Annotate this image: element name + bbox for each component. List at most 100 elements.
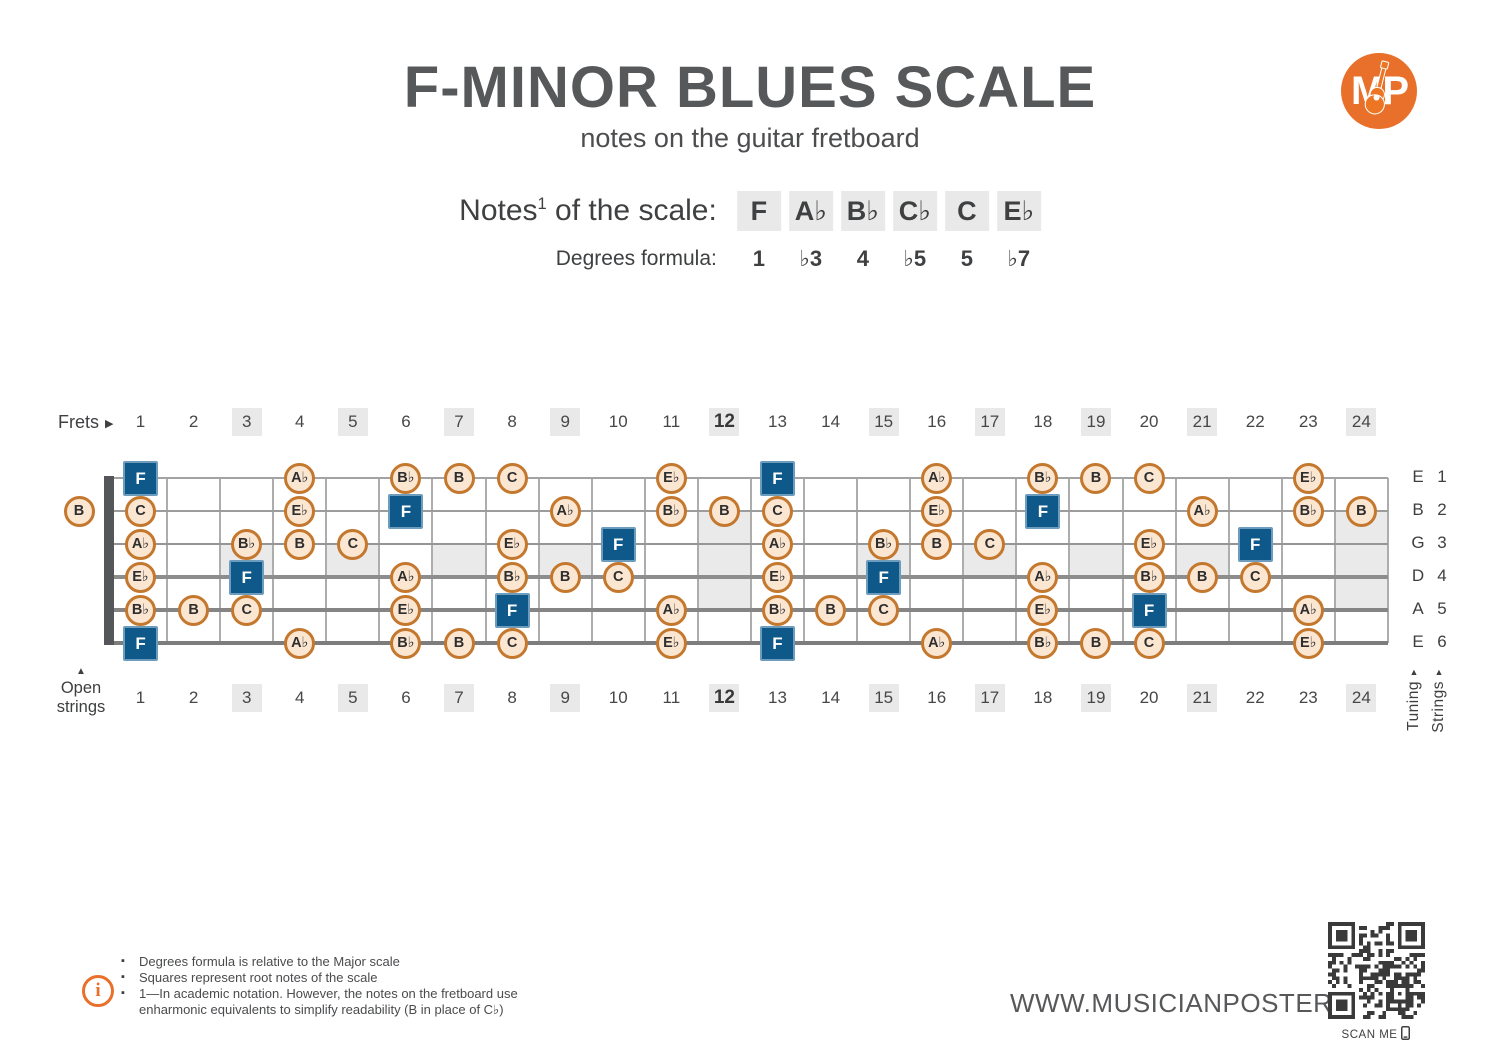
fret-wire — [272, 478, 275, 643]
note-marker: B♭ — [496, 561, 528, 593]
root-note-marker: F — [600, 526, 636, 562]
note-marker: E♭ — [1027, 594, 1059, 626]
fret-number: 8 — [507, 412, 517, 431]
note-marker: B♭ — [390, 627, 422, 659]
footnotes-list: Degrees formula is relative to the Major… — [120, 954, 532, 1018]
root-note-marker: F — [1131, 592, 1167, 628]
fret-number: 24 — [1346, 408, 1377, 436]
fret-number: 13 — [768, 412, 787, 431]
fret-number: 19 — [1080, 408, 1111, 436]
fret-wire — [643, 478, 646, 643]
fret-wire — [909, 478, 912, 643]
note-marker: C — [231, 594, 263, 626]
fret-wire — [325, 478, 328, 643]
website-url: WWW.MUSICIANPOSTER.COM — [1010, 988, 1403, 1018]
fret-wire — [1174, 478, 1177, 643]
note-marker: A♭ — [1186, 495, 1218, 527]
note-marker: E♭ — [390, 594, 422, 626]
fret-wire — [431, 478, 434, 643]
fret-wire — [1333, 478, 1336, 643]
fret-number: 5 — [337, 408, 368, 436]
fret-number: 1 — [135, 688, 146, 707]
note-marker: B♭ — [1133, 561, 1165, 593]
string-tuning-label: G — [1411, 533, 1425, 552]
fret-number: 5 — [337, 684, 368, 712]
fret-wire — [378, 478, 381, 643]
note-marker: C — [1239, 561, 1271, 593]
fret-inlay — [1069, 544, 1123, 577]
right-arrow-icon: ▶ — [105, 418, 114, 430]
note-marker: C — [337, 528, 369, 560]
phone-icon — [1401, 1026, 1411, 1040]
fret-number: 9 — [550, 408, 581, 436]
string-line — [114, 575, 1388, 579]
fret-number: 16 — [927, 688, 947, 707]
fret-wire — [219, 478, 222, 643]
qr-code — [1328, 922, 1425, 1019]
string-tuning-label: D — [1411, 566, 1425, 585]
fret-number: 2 — [188, 412, 199, 431]
note-marker: B — [1345, 495, 1377, 527]
fret-wire — [1068, 478, 1071, 643]
note-marker: B♭ — [125, 594, 157, 626]
root-note-marker: F — [123, 625, 159, 661]
degree-value: ♭7 — [1007, 246, 1031, 271]
fret-number: 17 — [974, 408, 1005, 436]
note-marker: A♭ — [390, 561, 422, 593]
fret-number: 18 — [1033, 688, 1053, 707]
note-marker: E♭ — [762, 561, 793, 593]
fret-inlay-double — [1334, 511, 1388, 610]
fret-number: 15 — [868, 684, 899, 712]
string-line — [114, 640, 1388, 646]
fret-number: 22 — [1245, 412, 1265, 431]
string-tuning-label: E — [1412, 632, 1424, 651]
footnote: 1—In academic notation. However, the not… — [120, 986, 532, 1017]
note-marker: B♭ — [655, 495, 687, 527]
note-marker: A♭ — [921, 627, 953, 659]
up-arrow-icon: ▲ — [76, 666, 86, 677]
note-marker: E♭ — [284, 495, 316, 527]
note-marker: B — [708, 495, 740, 527]
scan-me-label: SCAN ME — [1320, 1026, 1432, 1041]
note-marker: A♭ — [1292, 594, 1324, 626]
degree-value: 5 — [960, 246, 973, 271]
fret-number: 7 — [444, 408, 475, 436]
fret-number: 7 — [444, 684, 475, 712]
fret-number: 10 — [608, 412, 628, 431]
root-note-marker: F — [123, 460, 159, 496]
note-marker: B♭ — [231, 528, 263, 560]
note-marker: E♭ — [125, 561, 157, 593]
note-marker: E♭ — [655, 462, 687, 494]
open-strings-label: ▲ Open strings — [36, 665, 126, 717]
degree-value: 4 — [856, 246, 869, 271]
info-icon: i — [82, 975, 114, 1007]
fret-number: 6 — [401, 412, 411, 431]
string-number-label: 3 — [1437, 533, 1447, 552]
string-tuning-label: B — [1412, 500, 1424, 519]
scale-note-box: B♭ — [840, 191, 885, 231]
root-note-marker: F — [760, 460, 795, 496]
fret-number: 15 — [868, 408, 899, 436]
fret-number: 9 — [550, 684, 581, 712]
note-marker: A♭ — [655, 594, 687, 626]
root-note-marker: F — [866, 559, 902, 595]
fret-number: 23 — [1298, 412, 1318, 431]
note-marker: A♭ — [125, 528, 157, 560]
note-marker: B — [443, 627, 475, 659]
fret-number: 4 — [295, 412, 305, 431]
fret-wire — [484, 478, 487, 643]
string-line — [114, 608, 1388, 612]
note-marker: B — [443, 462, 475, 494]
note-marker: B — [815, 594, 847, 626]
note-marker: E♭ — [1133, 528, 1165, 560]
fret-number: 3 — [231, 408, 262, 436]
note-marker: C — [496, 462, 528, 494]
up-arrow-icon: ▲ — [1409, 667, 1419, 677]
string-line — [114, 542, 1388, 546]
fret-number: 10 — [608, 688, 628, 707]
fret-wire — [803, 478, 806, 643]
note-marker: E♭ — [1292, 462, 1324, 494]
note-marker: C — [974, 528, 1006, 560]
note-marker: B♭ — [1027, 462, 1059, 494]
